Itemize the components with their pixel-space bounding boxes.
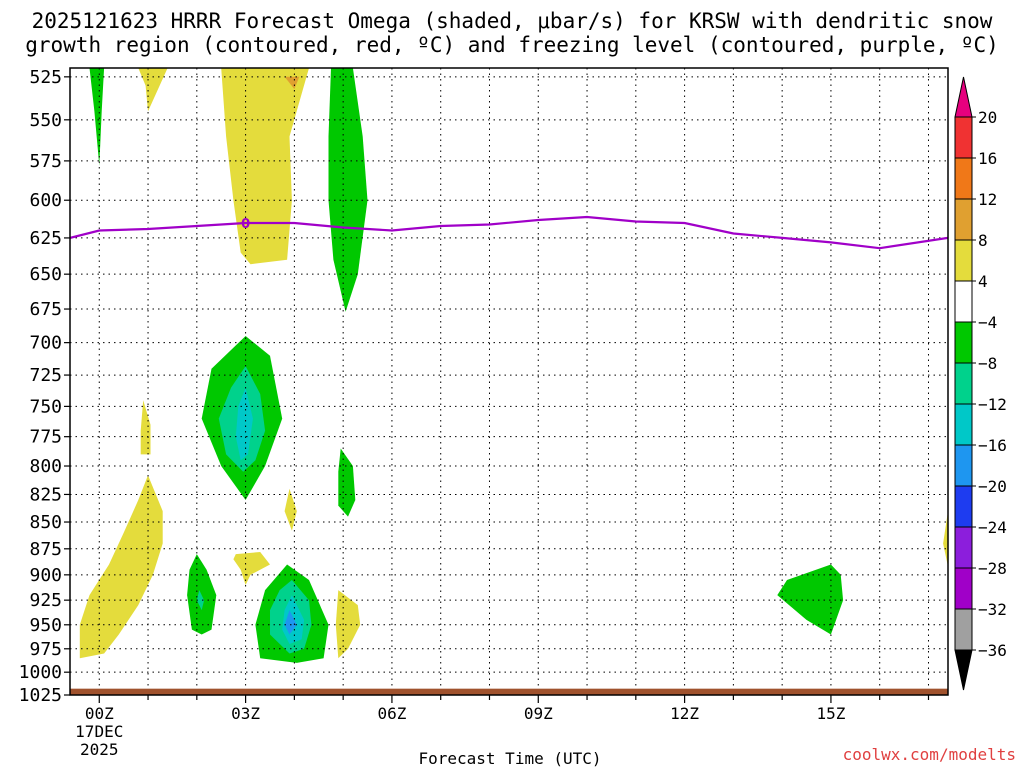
- y-tick-label-900: 900: [29, 565, 62, 586]
- x-axis-title: Forecast Time (UTC): [418, 749, 601, 768]
- x-tick-label-12Z: 12Z: [670, 704, 699, 723]
- y-tick-label-850: 850: [29, 512, 62, 533]
- y-tick-label-550: 550: [29, 110, 62, 131]
- colorbar-bin-4: [954, 280, 973, 323]
- omega-region-pos-right: [943, 511, 948, 567]
- colorbar-label-8: −16: [978, 436, 1007, 455]
- colorbar-label-0: 20: [978, 108, 997, 127]
- omega-region-neg-mid-1b: [235, 387, 253, 461]
- omega-region-neg-low-1: [187, 554, 217, 635]
- y-tick-label-925: 925: [29, 590, 62, 611]
- chart-title-line-2: growth region (contoured, red, ºC) and f…: [25, 33, 999, 57]
- omega-region-pos-mid-1: [140, 400, 151, 455]
- colorbar-bin-0: [954, 116, 973, 159]
- omega-region-neg-right: [777, 564, 844, 635]
- colorbar-bin-10: [954, 526, 973, 569]
- colorbar-bin-1: [954, 157, 973, 200]
- omega-region-neg-low-2c: [284, 610, 297, 635]
- colorbar-bin-7: [954, 403, 973, 446]
- colorbar-label-10: −24: [978, 518, 1007, 537]
- colorbar-bin-11: [954, 567, 973, 610]
- x-date-day: 17DEC: [75, 722, 123, 741]
- colorbar-label-13: −36: [978, 641, 1007, 660]
- y-tick-label-625: 625: [29, 228, 62, 249]
- chart-title-line-1: 2025121623 HRRR Forecast Omega (shaded, …: [31, 9, 993, 33]
- omega-region-neg-top-1: [89, 68, 105, 166]
- grid-lines: [70, 68, 948, 695]
- omega-shaded-regions: [79, 68, 948, 663]
- omega-region-neg-mid-2: [338, 448, 356, 517]
- omega-region-pos-top-2: [221, 68, 309, 265]
- omega-region-pos-top-2-core: [284, 76, 300, 90]
- x-tick-label-06Z: 06Z: [377, 704, 406, 723]
- omega-region-pos-top-1: [138, 68, 168, 112]
- x-tick-label-00Z: 00Z: [85, 704, 114, 723]
- y-tick-label-825: 825: [29, 484, 62, 505]
- colorbar-bin-9: [954, 485, 973, 528]
- colorbar-label-3: 8: [978, 231, 988, 250]
- omega-region-neg-low-1a: [196, 590, 205, 611]
- plot-frame: [69, 67, 949, 696]
- freezing-level-layer: 0: [70, 215, 948, 250]
- y-tick-label-650: 650: [29, 264, 62, 285]
- y-tick-label-750: 750: [29, 396, 62, 417]
- y-tick-label-775: 775: [29, 427, 62, 448]
- x-tick-label-09Z: 09Z: [524, 704, 553, 723]
- omega-region-pos-low-2: [233, 552, 270, 585]
- colorbar-bin-6: [954, 362, 973, 405]
- colorbar-label-7: −12: [978, 395, 1007, 414]
- y-tick-label-800: 800: [29, 456, 62, 477]
- colorbar-label-11: −28: [978, 559, 1007, 578]
- omega-region-pos-low-big: [79, 475, 163, 659]
- colorbar: 20 16 12 8 4 −4 −8 −12 −16 −20 −24 −28 −32 −36: [954, 76, 1007, 691]
- colorbar-label-4: 4: [978, 272, 988, 291]
- y-tick-label-600: 600: [29, 190, 62, 211]
- watermark-text: coolwx.com/modelts: [843, 745, 1016, 764]
- y-tick-label-575: 575: [29, 151, 62, 172]
- axes-layer: 525 550 575 600 625 650 675 700 725 750 775 800 825 8…: [19, 67, 949, 759]
- colorbar-bin-12: [954, 608, 973, 651]
- x-date-year: 2025: [80, 740, 119, 759]
- x-tick-label-15Z: 15Z: [816, 704, 845, 723]
- x-tick-label-03Z: 03Z: [231, 704, 260, 723]
- y-tick-label-975: 975: [29, 639, 62, 660]
- colorbar-bin-2: [954, 198, 973, 241]
- colorbar-bin-5: [954, 321, 973, 364]
- y-tick-label-950: 950: [29, 615, 62, 636]
- colorbar-label-2: 12: [978, 190, 997, 209]
- colorbar-label-12: −32: [978, 600, 1007, 619]
- y-tick-label-1025: 1025: [19, 685, 62, 706]
- ground-layer: [70, 688, 948, 695]
- colorbar-label-6: −8: [978, 354, 997, 373]
- y-tick-label-1000: 1000: [19, 662, 62, 683]
- y-tick-label-700: 700: [29, 333, 62, 354]
- y-tick-label-525: 525: [29, 67, 62, 88]
- colorbar-bin-3: [954, 239, 973, 282]
- colorbar-label-9: −20: [978, 477, 1007, 496]
- y-tick-label-875: 875: [29, 539, 62, 560]
- colorbar-top-arrow: [954, 76, 973, 118]
- y-tick-label-675: 675: [29, 299, 62, 320]
- colorbar-label-1: 16: [978, 149, 997, 168]
- omega-region-neg-top-2: [328, 68, 368, 312]
- freezing-level-line: [70, 215, 948, 250]
- freezing-level-label: 0: [241, 217, 250, 232]
- colorbar-label-5: −4: [978, 313, 997, 332]
- omega-region-pos-mid-2: [284, 488, 297, 531]
- colorbar-bottom-arrow: [954, 649, 973, 691]
- omega-region-pos-low-3: [335, 590, 361, 659]
- ground-band: [70, 688, 948, 695]
- y-tick-label-725: 725: [29, 365, 62, 386]
- colorbar-bin-8: [954, 444, 973, 487]
